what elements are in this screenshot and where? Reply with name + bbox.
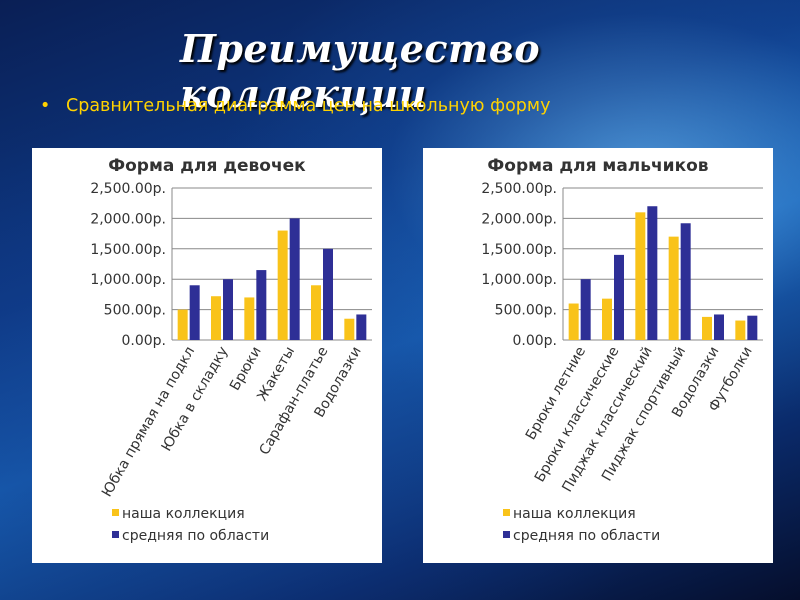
bullet-row: • Сравнительная диаграмма цен на школьную… [40,96,780,116]
boys-legend-label: средняя по области [513,528,660,544]
girls-ytick-label: 500.00р. [104,303,166,319]
girls-bar-average [356,314,367,340]
girls-legend-swatch [112,531,119,538]
boys-ytick-label: 0.00р. [512,333,557,349]
boys-ytick-label: 1,500.00р. [481,242,557,258]
girls-ytick-label: 2,500.00р. [90,181,166,197]
boys-bar-ours [668,236,679,340]
bullet-text: Сравнительная диаграмма цен на школьную … [66,96,551,116]
girls-bar-average [256,270,267,340]
boys-bar-average [747,315,758,340]
girls-ytick-label: 1,500.00р. [90,242,166,258]
girls-legend-label: наша коллекция [122,506,245,522]
boys-bar-ours [568,303,579,340]
boys-ytick-label: 2,500.00р. [481,181,557,197]
girls-bar-average [323,248,333,340]
girls-bar-average [223,279,233,340]
girls-ytick-label: 2,000.00р. [90,211,166,227]
boys-bar-average [714,314,724,340]
girls-bar-ours [177,309,188,340]
chart-girls: Форма для девочек 0.00р. 500.00р. 1,000.00р… [32,148,382,563]
girls-bar-ours [244,297,255,340]
slide-title: Преимущество коллекции [180,26,541,116]
bullet-dot-icon: • [40,96,51,116]
boys-legend-swatch [503,509,510,516]
chart-boys: Форма для мальчиков 0.00р. 500.00р. 1,000.0… [423,148,773,563]
boys-bar-average [680,223,691,340]
boys-bar-average [580,279,591,340]
girls-legend-label: средняя по области [122,528,269,544]
boys-chart-title: Форма для мальчиков [487,156,708,176]
girls-bar-average [189,285,200,340]
girls-ytick-label: 0.00р. [121,333,166,349]
boys-bar-ours [602,298,612,340]
boys-legend-label: наша коллекция [513,506,636,522]
boys-ytick-label: 500.00р. [495,303,557,319]
girls-bar-ours [211,296,221,340]
boys-legend-swatch [503,531,510,538]
girls-bar-average [289,218,300,340]
boys-ytick-label: 2,000.00р. [481,211,557,227]
girls-chart-title: Форма для девочек [108,156,306,176]
chart-boys-svg: Форма для мальчиков 0.00р. 500.00р. 1,000.0… [481,156,763,544]
boys-bar-ours [735,320,746,340]
boys-bar-ours [702,316,712,340]
girls-bar-ours [344,318,355,340]
boys-bar-average [614,254,624,340]
boys-bar-average [647,206,658,340]
chart-girls-svg: Форма для девочек 0.00р. 500.00р. 1,000.00р… [90,156,372,544]
girls-bar-ours [277,230,288,340]
girls-legend-swatch [112,509,119,516]
boys-ytick-label: 1,000.00р. [481,272,557,288]
girls-bar-ours [311,285,321,340]
girls-ytick-label: 1,000.00р. [90,272,166,288]
boys-bar-ours [635,212,646,340]
